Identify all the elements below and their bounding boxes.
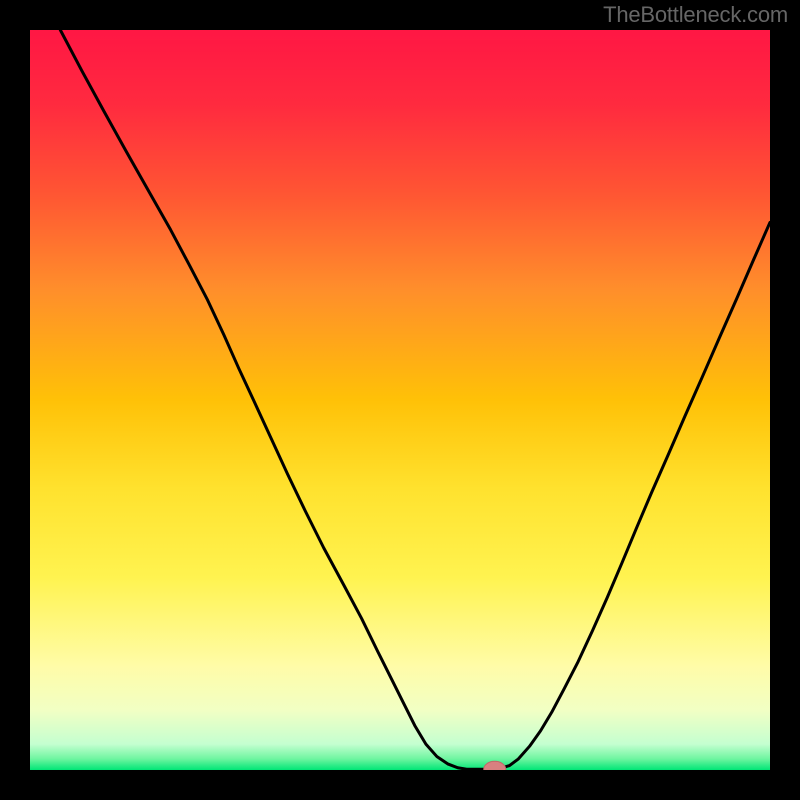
bottleneck-chart [0, 0, 800, 800]
chart-container: TheBottleneck.com [0, 0, 800, 800]
watermark-text: TheBottleneck.com [603, 2, 788, 28]
plot-background [30, 30, 770, 770]
